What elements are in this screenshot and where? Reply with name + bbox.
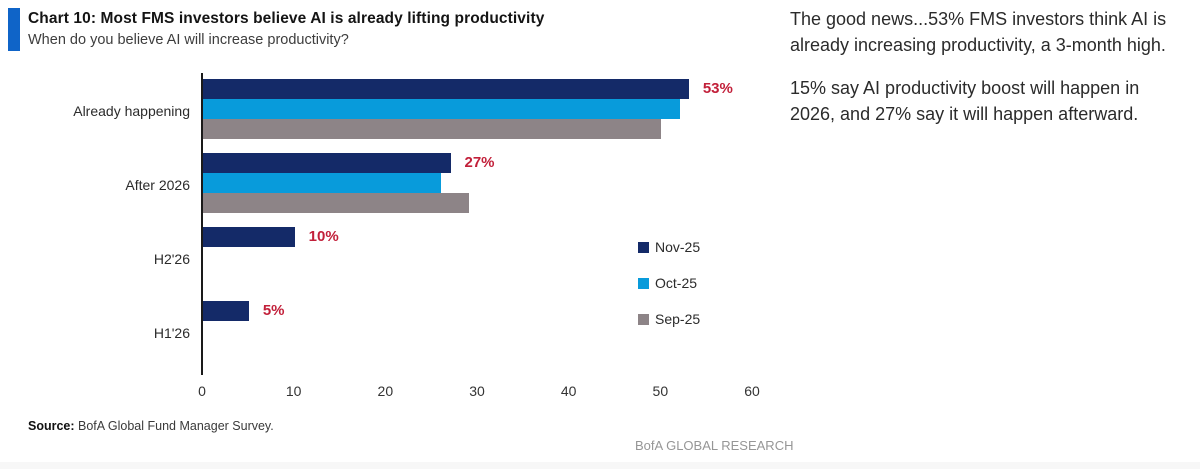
x-tick-label: 10 [285, 383, 302, 399]
legend-label: Oct-25 [655, 275, 698, 291]
legend-item-oct-25: Oct-25 [638, 274, 697, 292]
data-label: 53% [702, 80, 733, 97]
legend-label: Nov-25 [655, 239, 701, 255]
chart-title: Chart 10: Most FMS investors believe AI … [28, 10, 545, 27]
bar-nov-25 [203, 153, 451, 173]
category-label: Already happening [73, 103, 190, 119]
bar-nov-25 [203, 301, 249, 321]
bar-oct-25 [203, 99, 680, 119]
chart-subtitle: When do you believe AI will increase pro… [28, 32, 349, 48]
legend-label: Sep-25 [655, 311, 701, 327]
source-line: Source: BofA Global Fund Manager Survey. [28, 419, 274, 433]
category-label: H1'26 [153, 325, 190, 341]
x-tick-label: 0 [198, 383, 206, 399]
category-label: H2'26 [153, 251, 190, 267]
commentary-text: The good news...53% FMS investors think … [790, 6, 1182, 127]
bar-chart-plot-area: Already happening 53% After 2026 27% H2'26 10… [73, 73, 760, 399]
data-label: 27% [464, 154, 495, 171]
y-axis-line [201, 73, 203, 375]
source-text: BofA Global Fund Manager Survey. [74, 419, 274, 433]
bofa-global-research-brand: BofA GLOBAL RESEARCH [635, 438, 794, 453]
legend-swatch-icon [638, 313, 649, 325]
bar-sep-25 [203, 193, 469, 213]
legend-swatch-icon [638, 241, 649, 253]
x-tick-label: 60 [744, 383, 760, 399]
x-tick-label: 40 [560, 383, 577, 399]
bottom-strip [0, 462, 1200, 469]
bar-oct-25 [203, 173, 442, 193]
legend-item-nov-25: Nov-25 [638, 238, 700, 256]
category-label: After 2026 [125, 177, 190, 193]
bar-nov-25 [203, 79, 689, 99]
bar-nov-25 [203, 227, 295, 247]
title-accent-bar [8, 8, 20, 51]
commentary-paragraph-1: The good news...53% FMS investors think … [790, 9, 1167, 55]
legend-item-sep-25: Sep-25 [638, 310, 700, 328]
bar-sep-25 [203, 119, 662, 139]
source-label: Source: [28, 419, 75, 433]
x-tick-label: 20 [377, 383, 394, 399]
commentary-paragraph-2: 15% say AI productivity boost will happe… [790, 78, 1140, 124]
data-label: 10% [308, 228, 339, 245]
x-tick-label: 30 [469, 383, 485, 399]
data-label: 5% [262, 302, 285, 319]
x-tick-label: 50 [652, 383, 669, 399]
legend-swatch-icon [638, 277, 649, 289]
